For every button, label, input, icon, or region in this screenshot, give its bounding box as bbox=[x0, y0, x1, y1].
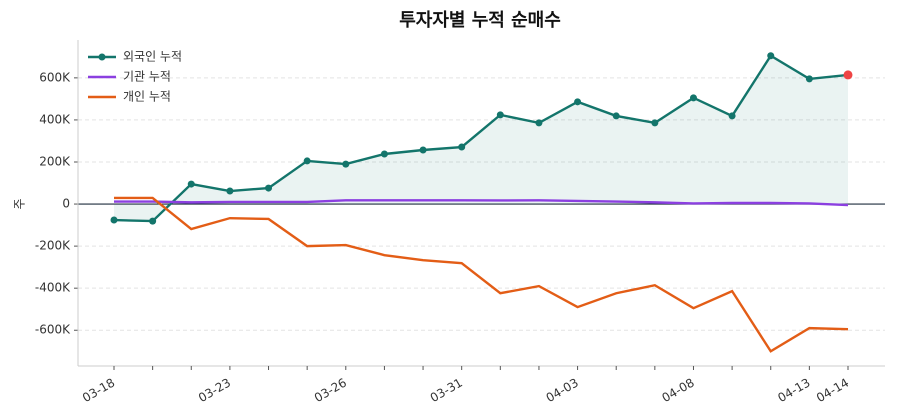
y-axis-label: 주 bbox=[13, 198, 27, 209]
x-tick-label: 04-03 bbox=[544, 376, 581, 406]
y-tick-label: 600K bbox=[39, 70, 71, 84]
y-tick-label: -400K bbox=[35, 281, 71, 295]
point bbox=[728, 112, 736, 120]
x-tick-label: 04-13 bbox=[775, 376, 812, 406]
x-tick-label: 03-31 bbox=[428, 376, 465, 406]
point bbox=[226, 187, 234, 195]
legend-label: 개인 누적 bbox=[123, 90, 171, 104]
point bbox=[805, 75, 813, 83]
point bbox=[612, 112, 620, 120]
x-tick-label: 03-26 bbox=[312, 376, 349, 406]
highlight-point bbox=[843, 70, 853, 80]
point bbox=[303, 157, 311, 165]
point bbox=[535, 119, 543, 127]
line bbox=[114, 199, 849, 207]
point bbox=[342, 160, 350, 168]
point bbox=[419, 146, 427, 154]
x-tick-label: 04-08 bbox=[660, 376, 697, 406]
line bbox=[113, 54, 849, 223]
point bbox=[651, 119, 659, 127]
point bbox=[767, 52, 775, 60]
point bbox=[265, 184, 273, 192]
point bbox=[187, 180, 195, 188]
area bbox=[114, 55, 848, 222]
point bbox=[496, 111, 504, 119]
y-tick-label: 200K bbox=[39, 154, 71, 168]
legend-label: 기관 누적 bbox=[123, 70, 171, 84]
point bbox=[458, 143, 466, 151]
point bbox=[380, 150, 388, 158]
chart-title: 투자자별 누적 순매수 bbox=[399, 10, 561, 31]
legend-marker bbox=[98, 53, 106, 61]
legend-label: 외국인 누적 bbox=[123, 50, 182, 64]
line bbox=[114, 196, 849, 353]
y-tick-label: 400K bbox=[39, 112, 71, 126]
point bbox=[149, 217, 157, 225]
point bbox=[574, 98, 582, 106]
x-tick-label: 03-18 bbox=[80, 376, 117, 406]
x-tick-label: 03-23 bbox=[196, 376, 233, 406]
y-tick-label: 0 bbox=[62, 197, 70, 211]
y-tick-label: -200K bbox=[35, 239, 71, 253]
point bbox=[110, 216, 118, 224]
y-tick-label: -600K bbox=[35, 323, 71, 337]
x-tick-label: 04-14 bbox=[814, 376, 851, 406]
point bbox=[689, 94, 697, 102]
